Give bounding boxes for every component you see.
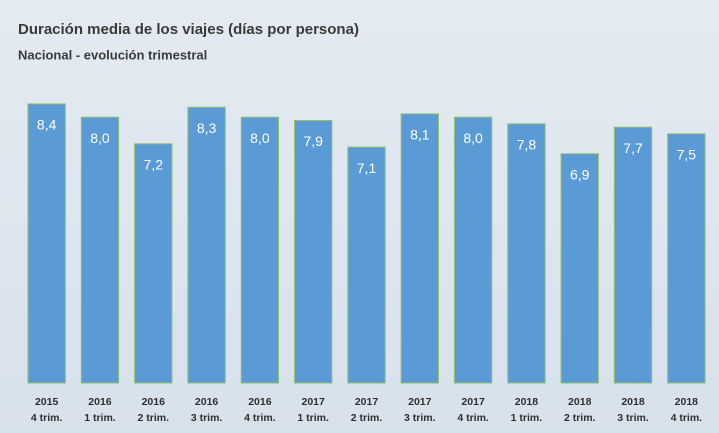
x-tick-label: 4 trim. bbox=[31, 412, 63, 424]
bar bbox=[294, 120, 333, 384]
value-label: 7,7 bbox=[623, 140, 643, 156]
chart-subtitle: Nacional - evolución trimestral bbox=[18, 47, 207, 62]
x-tick-label: 2017 bbox=[355, 396, 379, 408]
x-tick-label: 2 trim. bbox=[138, 412, 170, 424]
value-label: 7,9 bbox=[303, 133, 323, 149]
value-label: 8,1 bbox=[410, 127, 430, 143]
x-tick-label: 2016 bbox=[142, 396, 166, 408]
x-tick-label: 4 trim. bbox=[244, 412, 276, 424]
x-tick-label: 3 trim. bbox=[404, 412, 436, 424]
bar bbox=[400, 113, 439, 384]
value-label: 8,0 bbox=[250, 130, 270, 146]
x-tick-label: 2018 bbox=[621, 396, 645, 408]
value-label: 7,1 bbox=[357, 160, 377, 176]
x-tick-label: 2016 bbox=[88, 396, 112, 408]
x-tick-label: 3 trim. bbox=[191, 412, 223, 424]
bar bbox=[613, 126, 653, 384]
bar bbox=[27, 103, 66, 384]
x-tick-label: 2017 bbox=[302, 396, 326, 408]
bar bbox=[240, 116, 280, 384]
bar bbox=[453, 116, 493, 384]
value-label: 7,5 bbox=[677, 147, 697, 163]
bar bbox=[187, 106, 226, 384]
value-label: 8,0 bbox=[90, 130, 110, 146]
bar bbox=[80, 116, 120, 384]
x-tick-label: 2016 bbox=[248, 396, 272, 408]
x-tick-label: 2018 bbox=[515, 396, 539, 408]
value-label: 7,2 bbox=[144, 157, 164, 173]
x-tick-label: 2018 bbox=[568, 396, 592, 408]
x-tick-label: 2017 bbox=[408, 396, 432, 408]
bar bbox=[134, 143, 173, 384]
value-label: 8,3 bbox=[197, 120, 217, 136]
bar bbox=[667, 133, 706, 384]
x-tick-label: 1 trim. bbox=[511, 412, 543, 424]
x-tick-label: 3 trim. bbox=[617, 412, 649, 424]
x-tick-label: 2018 bbox=[675, 396, 699, 408]
bar bbox=[560, 153, 599, 384]
value-label: 8,4 bbox=[37, 117, 57, 133]
x-tick-label: 4 trim. bbox=[671, 412, 703, 424]
x-tick-label: 2017 bbox=[461, 396, 485, 408]
x-tick-label: 2 trim. bbox=[564, 412, 596, 424]
x-tick-label: 4 trim. bbox=[457, 412, 489, 424]
x-tick-label: 2015 bbox=[35, 396, 59, 408]
x-tick-label: 2016 bbox=[195, 396, 219, 408]
value-label: 7,8 bbox=[517, 137, 537, 153]
bar bbox=[347, 146, 386, 384]
x-tick-label: 1 trim. bbox=[297, 412, 329, 424]
x-tick-label: 1 trim. bbox=[84, 412, 116, 424]
x-tick-label: 2 trim. bbox=[351, 412, 383, 424]
chart-title: Duración media de los viajes (días por p… bbox=[18, 21, 359, 38]
value-label: 6,9 bbox=[570, 166, 590, 182]
bar bbox=[507, 123, 546, 384]
value-label: 8,0 bbox=[463, 130, 483, 146]
